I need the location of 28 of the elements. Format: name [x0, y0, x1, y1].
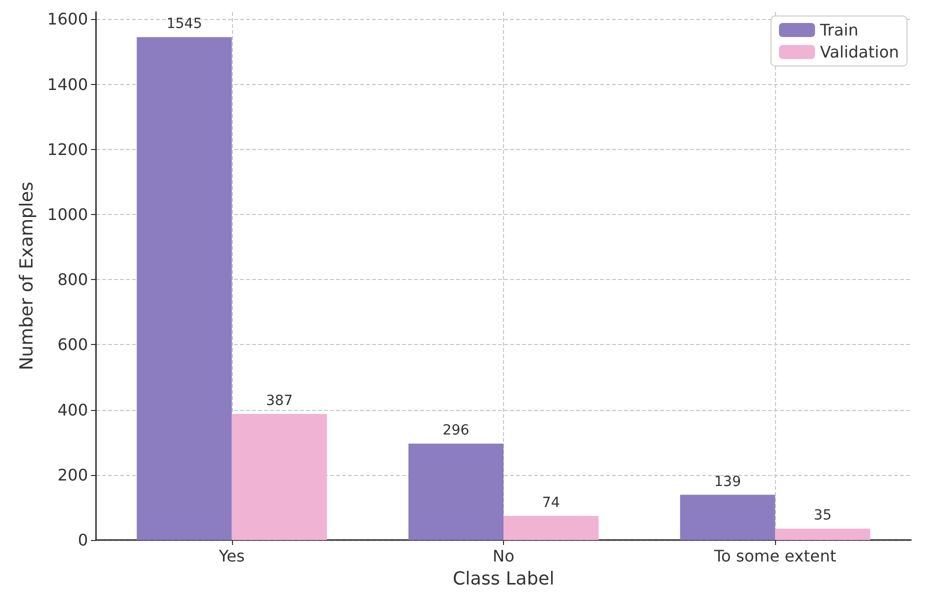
bar: [408, 444, 504, 540]
y-tick-label: 0: [78, 530, 88, 550]
x-tick-label: Yes: [218, 546, 245, 566]
data-label: 296: [442, 422, 470, 439]
y-tick-label: 1400: [47, 74, 88, 94]
y-tick-label: 200: [57, 465, 88, 484]
x-tick-label: No: [492, 546, 514, 566]
bar: [680, 494, 776, 540]
data-label: 387: [266, 393, 293, 410]
legend-label: Train: [818, 20, 858, 40]
bar: [775, 528, 870, 540]
legend-label: Validation: [820, 42, 900, 62]
x-tick-label: To some extent: [713, 546, 836, 566]
data-label: 1545: [166, 16, 202, 32]
y-tick-label: 400: [57, 400, 88, 420]
bar: [504, 516, 599, 540]
data-label: 35: [814, 508, 832, 524]
data-label: 74: [542, 494, 560, 511]
y-tick-label: 800: [57, 270, 88, 290]
y-tick-label: 1600: [47, 10, 88, 29]
bar: [136, 37, 232, 540]
bar: [232, 414, 327, 540]
y-tick-label: 1200: [47, 140, 88, 159]
y-tick-label: 600: [57, 335, 88, 354]
x-axis-title: Class Label: [452, 568, 554, 590]
y-tick-label: 1000: [47, 204, 88, 224]
y-axis-title: Number of Examples: [16, 182, 38, 370]
data-label: 139: [714, 474, 741, 490]
